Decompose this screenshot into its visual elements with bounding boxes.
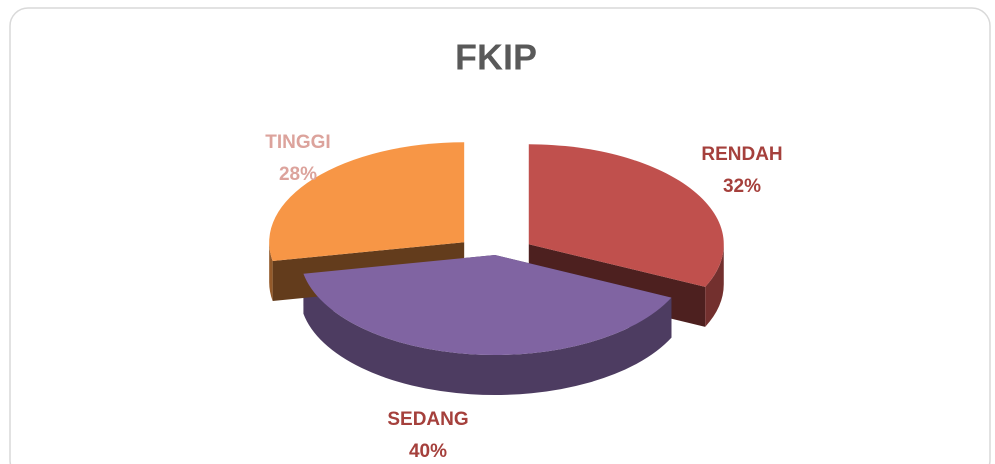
- slice-label: TINGGI: [265, 132, 330, 153]
- chart-title: FKIP: [455, 37, 537, 78]
- slice: [528, 144, 724, 287]
- slice-side: [269, 242, 273, 301]
- slice-side: [303, 273, 672, 396]
- slice-label: SEDANG: [387, 409, 468, 430]
- slice: [303, 255, 672, 356]
- slice-label: RENDAH: [701, 144, 782, 165]
- chart-frame: [9, 7, 991, 464]
- slice-side: [705, 244, 724, 327]
- slice-value-label: 32%: [723, 176, 761, 197]
- slice: [269, 142, 465, 261]
- pie-tops: [269, 142, 724, 356]
- slice-value-label: 28%: [279, 164, 317, 185]
- slice-value-label: 40%: [409, 441, 447, 462]
